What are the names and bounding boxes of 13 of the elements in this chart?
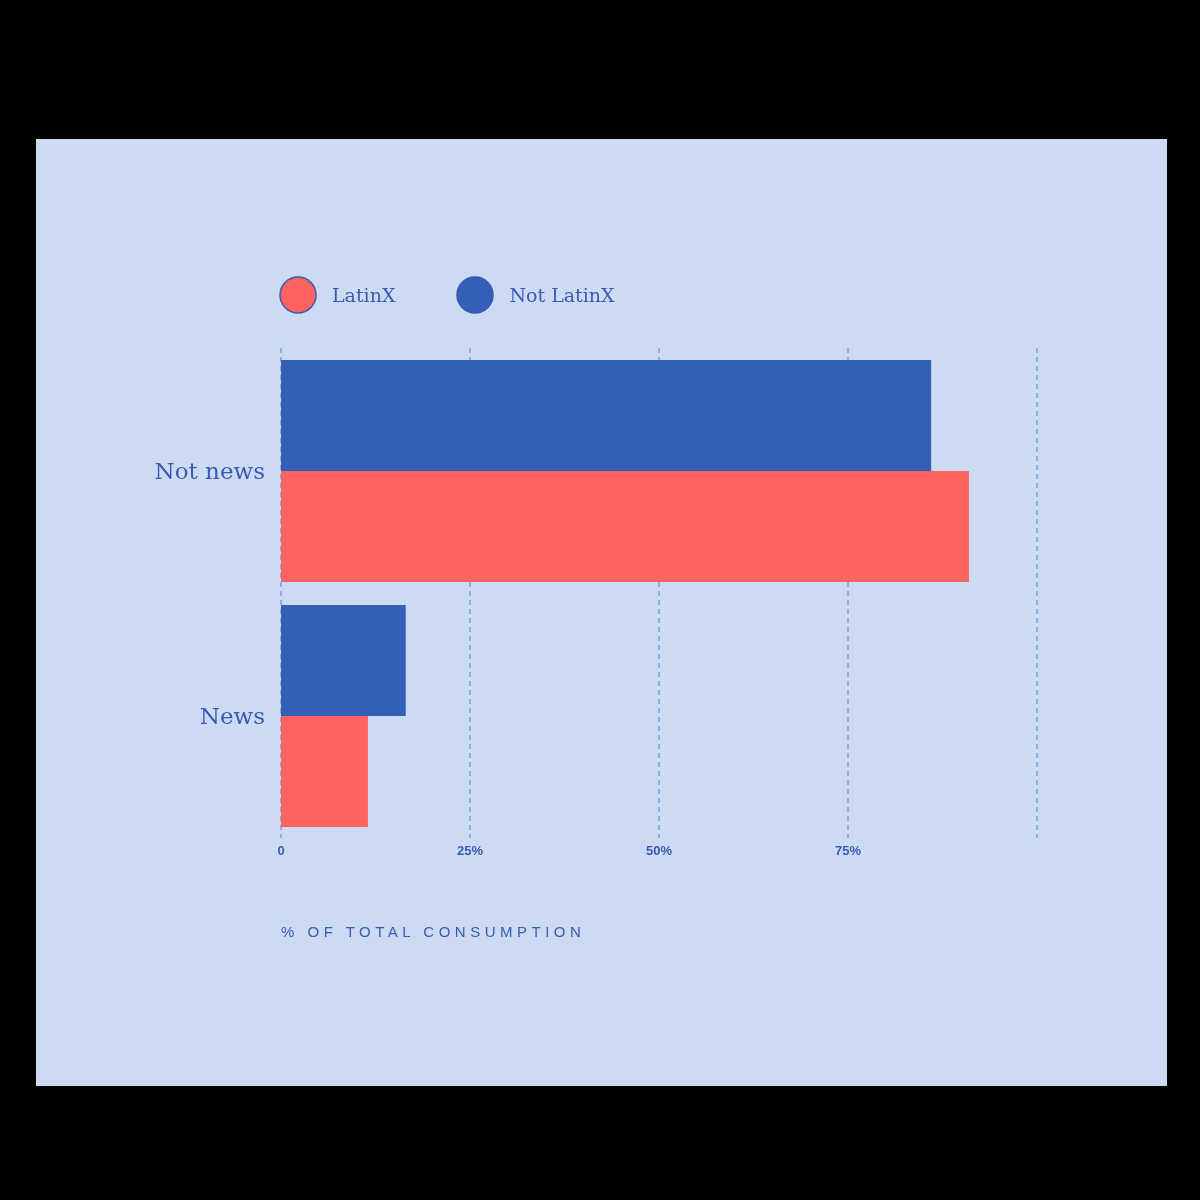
bar (281, 360, 932, 471)
bar (281, 716, 368, 827)
x-axis-title: % OF TOTAL CONSUMPTION (281, 923, 586, 940)
y-tick-label: Not news (154, 457, 265, 484)
bar (281, 605, 406, 716)
y-tick-label: News (199, 702, 265, 729)
x-tick-label: 25% (456, 843, 484, 859)
legend-label: LatinX (332, 284, 396, 306)
x-tick-label: 50% (645, 843, 673, 859)
legend-label: Not LatinX (509, 284, 615, 306)
x-tick-label: 0 (277, 843, 285, 859)
x-tick-label: 75% (834, 843, 862, 859)
bar (281, 471, 969, 582)
